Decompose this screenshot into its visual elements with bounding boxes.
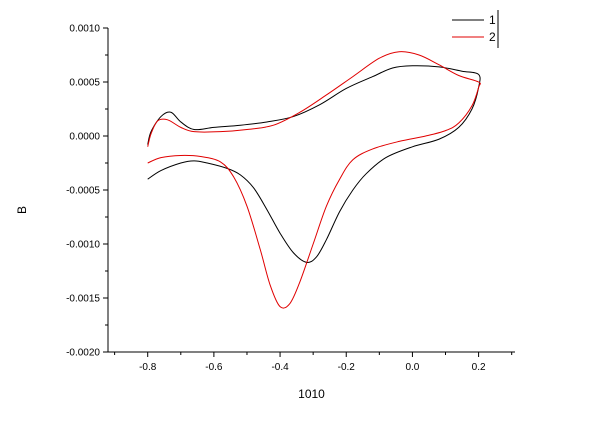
y-tick-label: -0.0010 — [66, 240, 100, 251]
legend-label-2: 2 — [489, 30, 496, 44]
legend: 12 — [452, 10, 499, 48]
y-axis-ticks: 0.0010 0.0005 0.0000 -0.0005 -0.0010 -0.0015 -… — [66, 24, 108, 359]
x-axis-title: 1010 — [298, 387, 325, 401]
y-axis-title: B — [15, 206, 29, 214]
y-tick-label: -0.0020 — [66, 348, 100, 359]
y-tick-label: -0.0015 — [66, 294, 100, 305]
y-tick-label: -0.0005 — [66, 186, 100, 197]
x-tick-label: -0.4 — [271, 362, 289, 373]
x-axis-ticks: -0.8 -0.6 -0.4 -0.2 0.0 0.2 — [114, 352, 513, 373]
x-tick-label: -0.8 — [139, 362, 157, 373]
x-tick-label: -0.6 — [205, 362, 223, 373]
series-line-2 — [147, 51, 481, 309]
y-tick-label: 0.0005 — [69, 78, 100, 89]
legend-label-1: 1 — [489, 13, 496, 27]
x-tick-label: 0.0 — [405, 362, 419, 373]
x-tick-label: 0.2 — [472, 362, 486, 373]
series-line-1 — [147, 65, 481, 263]
y-tick-label: 0.0000 — [69, 132, 100, 143]
x-tick-label: -0.2 — [338, 362, 356, 373]
series-layer — [147, 51, 481, 309]
y-tick-label: 0.0010 — [69, 24, 100, 35]
